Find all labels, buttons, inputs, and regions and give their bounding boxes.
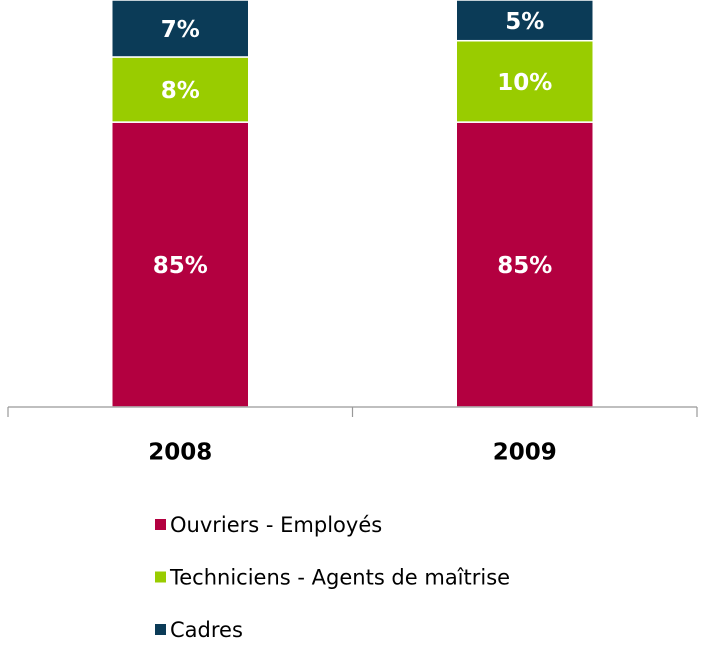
data-label: 85% [497,253,552,279]
legend-swatch [155,519,166,530]
data-label: 8% [161,78,200,104]
bar-segment [111,121,250,408]
bar-segment [455,39,594,123]
bar-segment [455,0,594,42]
data-label: 7% [161,17,200,43]
data-label: 85% [153,253,208,279]
legend-swatch [155,571,166,583]
data-label: 5% [505,9,544,35]
legend-label: Techniciens - Agents de maîtrise [169,566,510,590]
bar-segment [111,0,250,58]
bar-segment [455,121,594,408]
x-tick-label: 2009 [493,440,557,466]
legend-swatch [155,624,166,635]
x-tick-label: 2008 [148,440,212,466]
bar-segment [111,56,250,123]
data-label: 10% [497,70,552,96]
legend-label: Cadres [170,618,243,642]
legend-label: Ouvriers - Employés [170,513,382,537]
